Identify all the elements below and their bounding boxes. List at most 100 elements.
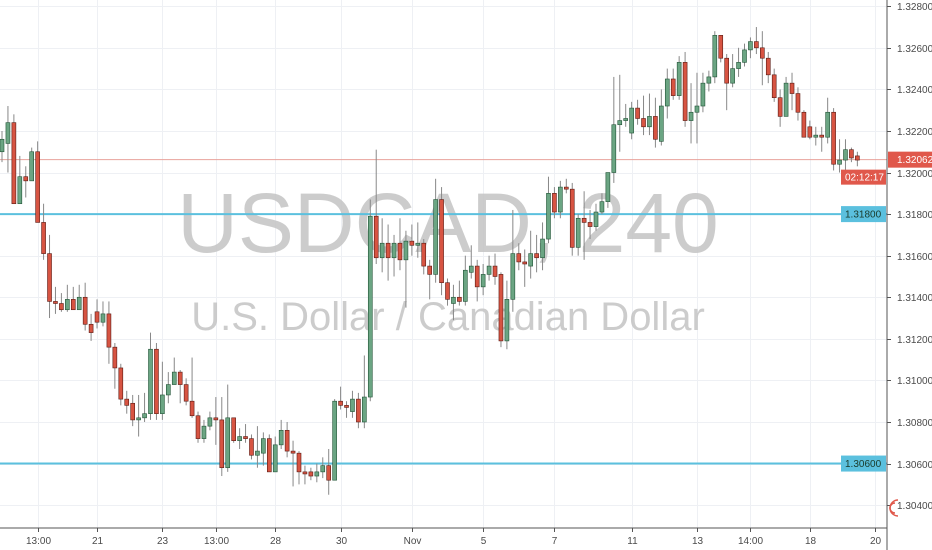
candle-body	[498, 274, 504, 342]
price-tick-label: 1.32600	[897, 44, 932, 55]
candle-body	[457, 296, 462, 302]
candle-body	[558, 186, 563, 213]
candle-body	[100, 313, 106, 323]
candle-up	[694, 72, 700, 144]
price-labels: 1.31800 1.30600 1.32062 02:12:17	[841, 151, 932, 472]
countdown-label: 02:12:17	[845, 173, 884, 184]
candle-down	[409, 224, 415, 256]
candle-body	[439, 199, 444, 284]
candle-down	[41, 203, 46, 260]
candle-body	[676, 62, 682, 96]
candle-down	[534, 234, 539, 273]
candle-down	[587, 209, 593, 240]
candle-down	[474, 259, 480, 302]
grid	[0, 0, 887, 528]
candle-body	[189, 400, 195, 417]
candle-body	[326, 465, 332, 481]
last-price-box	[888, 151, 932, 168]
candle-down	[522, 249, 528, 287]
candle-body	[724, 57, 729, 84]
candle-up	[593, 203, 599, 231]
price-axis-bg[interactable]	[887, 0, 932, 550]
time-tick-label: Nov	[404, 536, 422, 547]
candle-body	[148, 348, 153, 414]
candle-up	[17, 155, 23, 205]
candle-up	[272, 436, 278, 473]
candle-down	[498, 272, 504, 348]
candle-body	[225, 417, 231, 469]
candle-up	[261, 432, 266, 466]
candle-body	[195, 415, 201, 439]
candle-down	[855, 151, 860, 167]
candle-down	[569, 182, 575, 256]
candle-body	[468, 265, 474, 273]
candle-down	[801, 110, 807, 138]
time-tick-label: 20	[870, 536, 882, 547]
candle-up	[825, 97, 830, 144]
candle-body	[569, 188, 575, 248]
candle-down	[249, 434, 254, 460]
candle-down	[296, 451, 302, 485]
candle-body	[59, 303, 64, 311]
candle-down	[112, 342, 118, 389]
candle-up	[379, 218, 385, 273]
candle-up	[0, 130, 5, 163]
candle-body	[272, 444, 278, 473]
candle-body	[70, 299, 76, 311]
candle-body	[593, 211, 599, 227]
candle-body	[653, 116, 658, 140]
candle-body	[777, 97, 783, 117]
candle-down	[124, 390, 130, 414]
price-tick-label: 1.32000	[897, 169, 932, 180]
horizontal-line-price-box	[841, 206, 886, 223]
candle-body	[825, 111, 830, 138]
candle-body	[160, 394, 165, 414]
candle-body	[581, 217, 587, 223]
candle-body	[783, 82, 789, 117]
candle-body	[53, 301, 58, 304]
price-tick-label: 1.30800	[897, 418, 932, 429]
candle-up	[837, 139, 842, 173]
time-tick-label: 30	[336, 536, 348, 547]
candle-up	[160, 361, 165, 420]
candle-down	[118, 363, 124, 406]
candle-down	[231, 417, 236, 443]
price-axis[interactable]: 1.30400 1.30600 1.30800 1.31000 1.31200 1.314…	[887, 2, 932, 512]
candle-up	[676, 56, 682, 100]
candle-body	[605, 172, 611, 202]
candle-up	[575, 214, 581, 256]
candle-body	[379, 242, 385, 259]
candle-down	[771, 68, 777, 102]
logo-icon[interactable]	[889, 499, 899, 517]
candle-body	[231, 417, 236, 441]
candle-body	[801, 111, 807, 138]
candle-up	[486, 255, 492, 281]
candle-body	[688, 111, 694, 121]
candle-up	[255, 426, 260, 468]
candle-body	[76, 296, 82, 311]
candle-up	[433, 178, 438, 283]
candle-body	[201, 425, 207, 439]
horizontal-line-price-box	[841, 455, 886, 472]
candle-body	[504, 299, 510, 342]
candle-up	[350, 390, 355, 418]
candle-down	[831, 108, 836, 171]
time-tick-label: 13	[692, 536, 704, 547]
candle-up	[314, 463, 320, 483]
time-tick-label: 14:00	[738, 536, 763, 547]
candle-body	[635, 107, 640, 119]
candle-body	[183, 384, 189, 402]
candle-body	[647, 116, 652, 128]
candle-body	[385, 242, 391, 259]
candle-body	[142, 413, 147, 419]
candle-up	[142, 392, 147, 422]
candle-up	[100, 301, 106, 327]
candle-down	[106, 301, 112, 364]
candle-body	[629, 107, 634, 134]
candle-body	[843, 149, 848, 161]
candle-body	[118, 367, 124, 400]
candle-up	[783, 76, 789, 117]
time-axis[interactable]: 13:00 21 23 13:00 28 30 Nov 5 7 11 13 14:00 18 20	[26, 528, 882, 547]
candle-body	[855, 155, 860, 161]
